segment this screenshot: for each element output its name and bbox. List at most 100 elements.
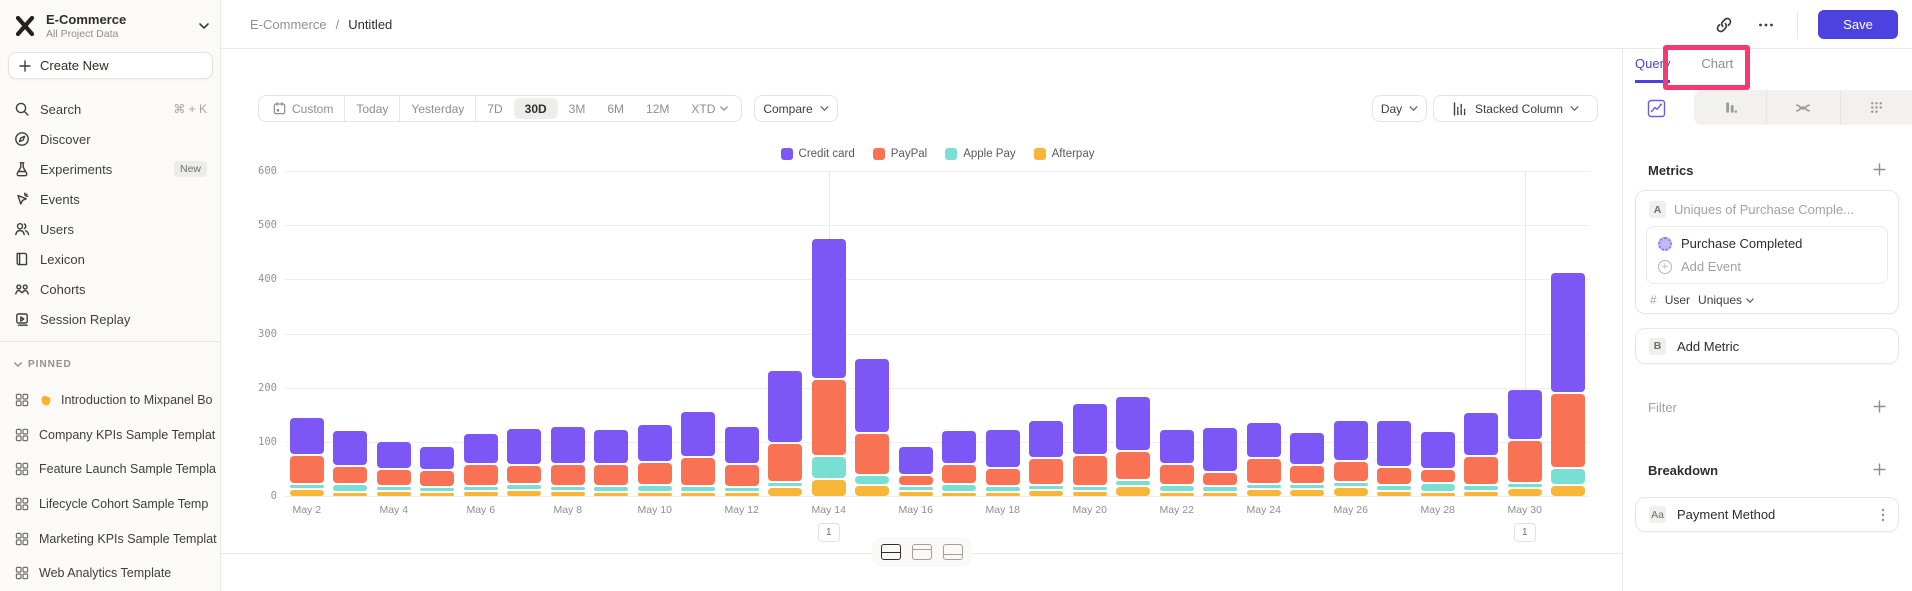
bar-segment-apple-pay[interactable] [1464, 485, 1499, 491]
bar-segment-afterpay[interactable] [463, 492, 498, 496]
pinned-board-item[interactable]: Marketing KPIs Sample Templat [0, 521, 221, 556]
bar-segment-apple-pay[interactable] [594, 487, 629, 491]
granularity-dropdown[interactable]: Day [1372, 95, 1427, 122]
bar-segment-credit-card[interactable] [594, 429, 629, 463]
bar-segment-apple-pay[interactable] [1420, 483, 1455, 491]
bar-segment-afterpay[interactable] [1246, 490, 1281, 496]
bar-segment-credit-card[interactable] [942, 431, 977, 464]
bar-segment-apple-pay[interactable] [289, 484, 324, 488]
bar-segment-paypal[interactable] [1377, 467, 1412, 484]
bar-segment-apple-pay[interactable] [1029, 485, 1064, 489]
bar-segment-paypal[interactable] [550, 464, 585, 485]
project-switcher[interactable]: E-Commerce All Project Data [8, 8, 213, 44]
metric-a-header[interactable]: A Uniques of Purchase Comple... [1636, 191, 1898, 218]
count-entity[interactable]: User [1664, 293, 1691, 307]
range-7d[interactable]: 7D [476, 95, 513, 122]
bar-segment-afterpay[interactable] [1333, 488, 1368, 496]
bar-segment-paypal[interactable] [1029, 458, 1064, 484]
bar-segment-paypal[interactable] [333, 466, 368, 483]
bar-segment-apple-pay[interactable] [463, 487, 498, 491]
pinned-section-header[interactable]: PINNED [14, 359, 72, 370]
bar-segment-afterpay[interactable] [550, 492, 585, 496]
bar-segment-apple-pay[interactable] [637, 486, 672, 491]
bar-segment-credit-card[interactable] [376, 441, 411, 469]
bar-segment-credit-card[interactable] [1377, 420, 1412, 466]
bar-segment-afterpay[interactable] [1116, 487, 1151, 496]
range-12m[interactable]: 12M [635, 95, 680, 122]
bar-segment-paypal[interactable] [681, 457, 716, 486]
bar-segment-paypal[interactable] [1420, 469, 1455, 482]
bar-segment-apple-pay[interactable] [1159, 485, 1194, 491]
bar-segment-afterpay[interactable] [1420, 493, 1455, 496]
breakdown-options-icon[interactable] [1881, 508, 1885, 522]
bar-segment-apple-pay[interactable] [333, 484, 368, 491]
bar-segment-credit-card[interactable] [1551, 273, 1586, 393]
bar-segment-paypal[interactable] [1333, 461, 1368, 482]
bar-segment-afterpay[interactable] [1290, 490, 1325, 496]
bar-segment-credit-card[interactable] [1116, 396, 1151, 450]
bar-segment-afterpay[interactable] [681, 492, 716, 496]
bar-segment-paypal[interactable] [898, 475, 933, 485]
tab-retention-charttype[interactable] [1841, 90, 1912, 125]
pinned-board-item[interactable]: Web Analytics Template [0, 556, 221, 591]
sidebar-item-events[interactable]: Events [0, 184, 221, 214]
bar-segment-afterpay[interactable] [333, 493, 368, 496]
range-custom[interactable]: Custom [261, 95, 344, 122]
bar-segment-credit-card[interactable] [289, 417, 324, 455]
bar-segment-credit-card[interactable] [811, 238, 846, 379]
bar-segment-paypal[interactable] [1551, 394, 1586, 467]
bar-segment-apple-pay[interactable] [1116, 481, 1151, 486]
bar-segment-apple-pay[interactable] [942, 485, 977, 491]
breadcrumb-project-link[interactable]: E-Commerce [250, 16, 327, 32]
bar-segment-apple-pay[interactable] [1246, 485, 1281, 489]
bar-segment-apple-pay[interactable] [1290, 485, 1325, 489]
bar-segment-afterpay[interactable] [1203, 493, 1238, 496]
bar-segment-apple-pay[interactable] [1551, 468, 1586, 485]
bar-segment-afterpay[interactable] [507, 491, 542, 496]
bar-segment-credit-card[interactable] [1203, 427, 1238, 471]
range-30d[interactable]: 30D [513, 98, 558, 119]
compare-button[interactable]: Compare [754, 95, 838, 122]
bar-segment-paypal[interactable] [724, 465, 759, 486]
bar-segment-credit-card[interactable] [1420, 432, 1455, 468]
bar-segment-apple-pay[interactable] [550, 486, 585, 491]
tab-query[interactable]: Query [1635, 56, 1671, 83]
add-metric-plus-icon[interactable] [1873, 163, 1887, 177]
more-options-icon[interactable] [1755, 14, 1777, 36]
bar-segment-afterpay[interactable] [898, 492, 933, 496]
bar-segment-afterpay[interactable] [942, 493, 977, 496]
bar-segment-credit-card[interactable] [1029, 421, 1064, 457]
bar-segment-paypal[interactable] [1290, 466, 1325, 484]
legend-item-afterpay[interactable]: Afterpay [1033, 148, 1094, 160]
bar-segment-apple-pay[interactable] [1333, 483, 1368, 487]
event-row[interactable]: Purchase Completed [1647, 227, 1887, 255]
bar-segment-credit-card[interactable] [985, 429, 1020, 467]
bar-segment-afterpay[interactable] [768, 487, 803, 496]
bar-segment-apple-pay[interactable] [1507, 484, 1542, 488]
bar-segment-paypal[interactable] [1116, 451, 1151, 480]
sidebar-item-users[interactable]: Users [0, 214, 221, 244]
layout-top-toggle[interactable] [911, 544, 932, 560]
create-new-button[interactable]: Create New [8, 52, 213, 79]
bar-segment-afterpay[interactable] [1029, 491, 1064, 496]
range-yesterday[interactable]: Yesterday [400, 95, 475, 122]
bar-segment-paypal[interactable] [1464, 456, 1499, 484]
annotation-count-badge[interactable]: 1 [1513, 523, 1536, 542]
bar-segment-credit-card[interactable] [1072, 403, 1107, 454]
bar-segment-afterpay[interactable] [594, 493, 629, 496]
bar-segment-apple-pay[interactable] [1203, 486, 1238, 491]
share-link-icon[interactable] [1713, 14, 1735, 36]
tab-chart[interactable]: Chart [1701, 56, 1734, 71]
bar-segment-credit-card[interactable] [507, 428, 542, 464]
bar-segment-apple-pay[interactable] [1072, 487, 1107, 491]
bar-segment-credit-card[interactable] [1507, 390, 1542, 440]
bar-segment-credit-card[interactable] [333, 430, 368, 465]
bar-segment-paypal[interactable] [985, 468, 1020, 486]
bar-segment-afterpay[interactable] [376, 492, 411, 496]
sidebar-item-search[interactable]: Search ⌘ + K [0, 94, 221, 124]
bar-segment-paypal[interactable] [289, 456, 324, 483]
layout-split-toggle[interactable] [880, 544, 901, 560]
bar-segment-apple-pay[interactable] [811, 457, 846, 479]
bar-segment-credit-card[interactable] [681, 412, 716, 456]
bar-segment-paypal[interactable] [1246, 458, 1281, 484]
